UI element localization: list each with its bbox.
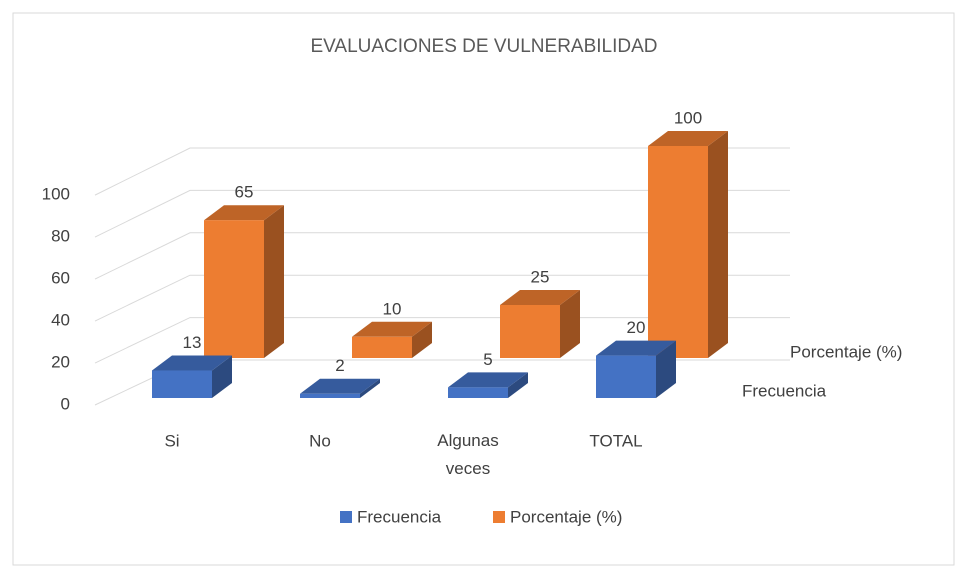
bar-side: [212, 355, 232, 398]
bar-side: [656, 340, 676, 398]
x-tick-label: Si: [164, 431, 179, 450]
bar: [204, 220, 264, 358]
data-label: 100: [674, 108, 702, 127]
data-label: 10: [383, 299, 402, 318]
bar-side: [264, 205, 284, 358]
y-tick-label: 40: [51, 311, 70, 330]
legend-swatch: [493, 511, 505, 523]
y-tick-label: 80: [51, 227, 70, 246]
depth-label: Porcentaje (%): [790, 342, 902, 361]
data-label: 5: [483, 350, 492, 369]
depth-label: Frecuencia: [742, 381, 827, 400]
grid-line: [94, 189, 790, 238]
bar-top: [448, 372, 528, 388]
y-tick-label: 100: [42, 185, 70, 204]
x-tick-label: Algunas veces: [437, 431, 498, 478]
bar-top: [596, 340, 676, 356]
bar-side: [360, 378, 380, 398]
bar: [648, 146, 708, 358]
data-label: 13: [183, 333, 202, 352]
data-label: 20: [627, 318, 646, 337]
data-label: 65: [235, 183, 254, 202]
grid-line: [94, 147, 790, 196]
chart-frame: [12, 12, 955, 566]
legend-swatch: [340, 511, 352, 523]
bar: [500, 305, 560, 358]
y-tick-label: 0: [61, 394, 70, 413]
bar-side: [708, 131, 728, 358]
bar-side: [560, 290, 580, 358]
bar: [596, 355, 656, 398]
y-tick-label: 20: [51, 353, 70, 372]
y-tick-label: 60: [51, 269, 70, 288]
legend-label: Frecuencia: [357, 507, 442, 526]
bar-top: [204, 205, 284, 221]
bar: [352, 336, 412, 358]
bar-top: [300, 378, 380, 394]
bar-side: [412, 321, 432, 358]
chart-title: EVALUACIONES DE VULNERABILIDAD: [310, 36, 657, 57]
bar-top: [352, 321, 432, 337]
bar: [152, 370, 212, 398]
grid-line: [94, 317, 790, 364]
x-tick-label: TOTAL: [589, 431, 642, 450]
x-tick-label: No: [309, 431, 331, 450]
data-label: 25: [531, 267, 550, 286]
bar: [448, 387, 508, 398]
legend-label: Porcentaje (%): [510, 507, 622, 526]
bar-top: [152, 355, 232, 371]
grid-line: [94, 274, 790, 322]
grid-line: [94, 232, 790, 280]
bar-top: [500, 290, 580, 305]
bar-side: [508, 372, 528, 398]
bar-top: [648, 131, 728, 146]
data-label: 2: [335, 356, 344, 375]
bar: [300, 393, 360, 398]
